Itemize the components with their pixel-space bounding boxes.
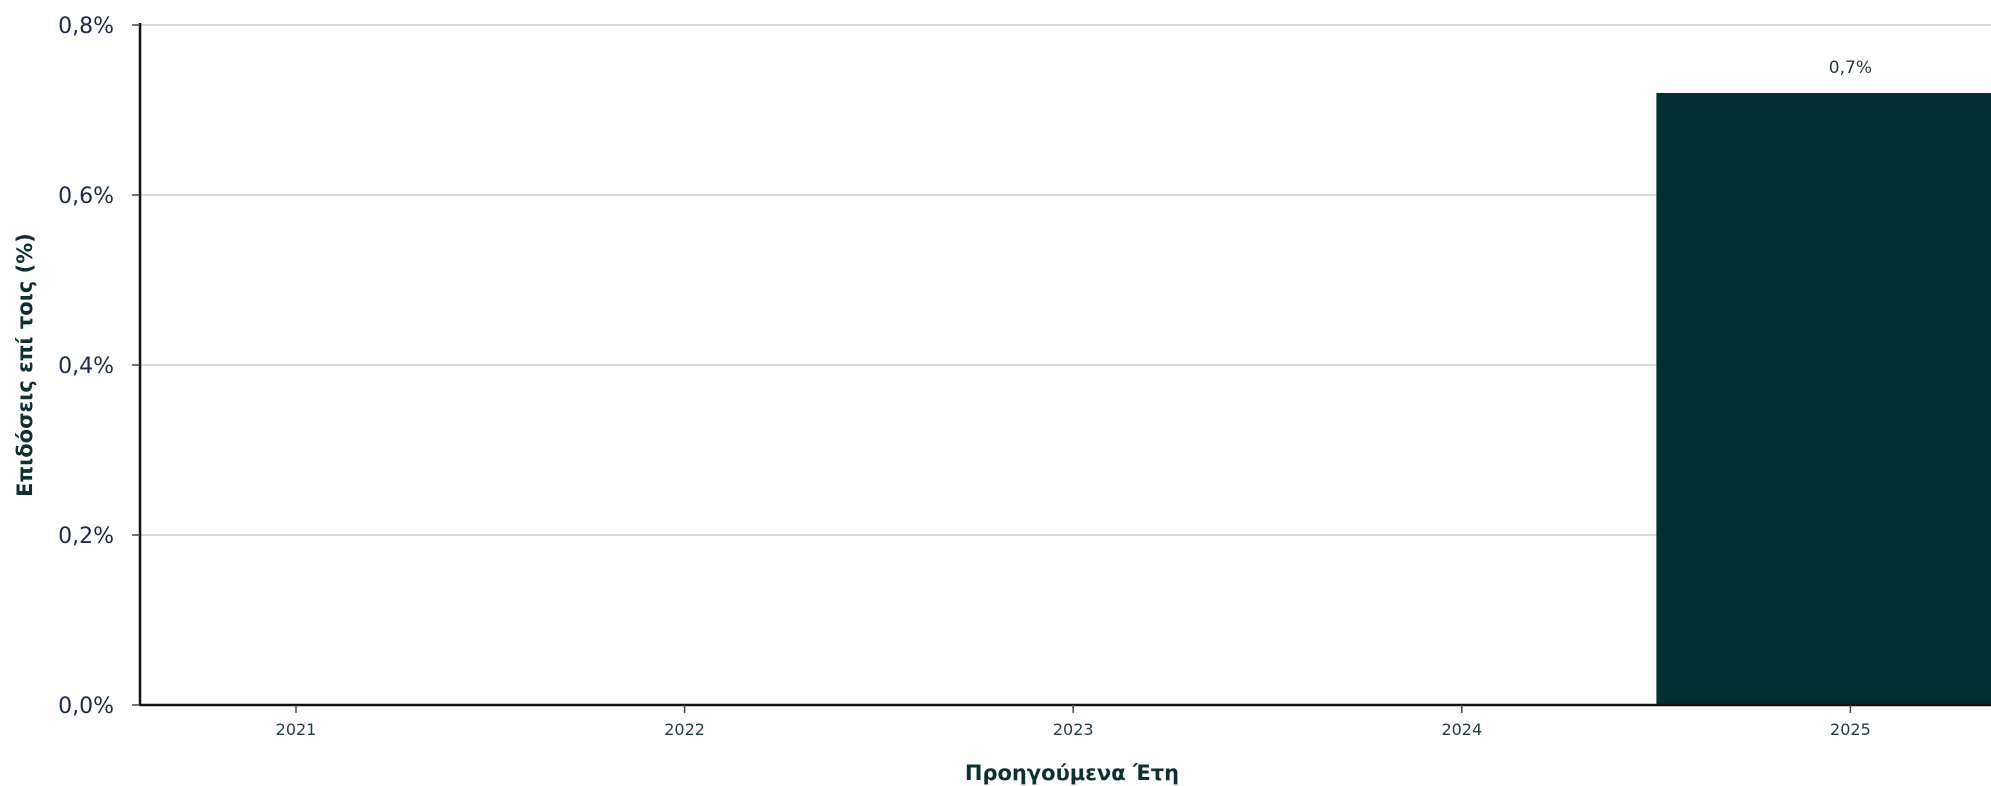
y-tick-label: 0,6% (58, 184, 114, 209)
data-labels: 0,7% (1829, 58, 1872, 78)
x-axis-ticks: 2021 2022 2023 2024 2025 (276, 705, 1871, 739)
x-tick-label: 2025 (1830, 720, 1871, 739)
x-axis-title: Προηγούμενα Έτη (965, 761, 1179, 785)
y-tick-label: 0,4% (58, 354, 114, 379)
y-axis-title: Επιδόσεις επί τοις (%) (13, 233, 37, 497)
x-tick-label: 2024 (1441, 720, 1482, 739)
bars (1656, 93, 1991, 705)
y-axis-ticks: 0,0% 0,2% 0,4% 0,6% 0,8% (58, 14, 140, 719)
y-tick-label: 0,8% (58, 14, 114, 39)
x-tick-label: 2023 (1053, 720, 1094, 739)
x-tick-label: 2021 (276, 720, 317, 739)
x-tick-label: 2022 (664, 720, 705, 739)
data-label: 0,7% (1829, 58, 1872, 78)
bar (1656, 93, 1991, 705)
y-tick-label: 0,0% (58, 694, 114, 719)
y-tick-label: 0,2% (58, 524, 114, 549)
